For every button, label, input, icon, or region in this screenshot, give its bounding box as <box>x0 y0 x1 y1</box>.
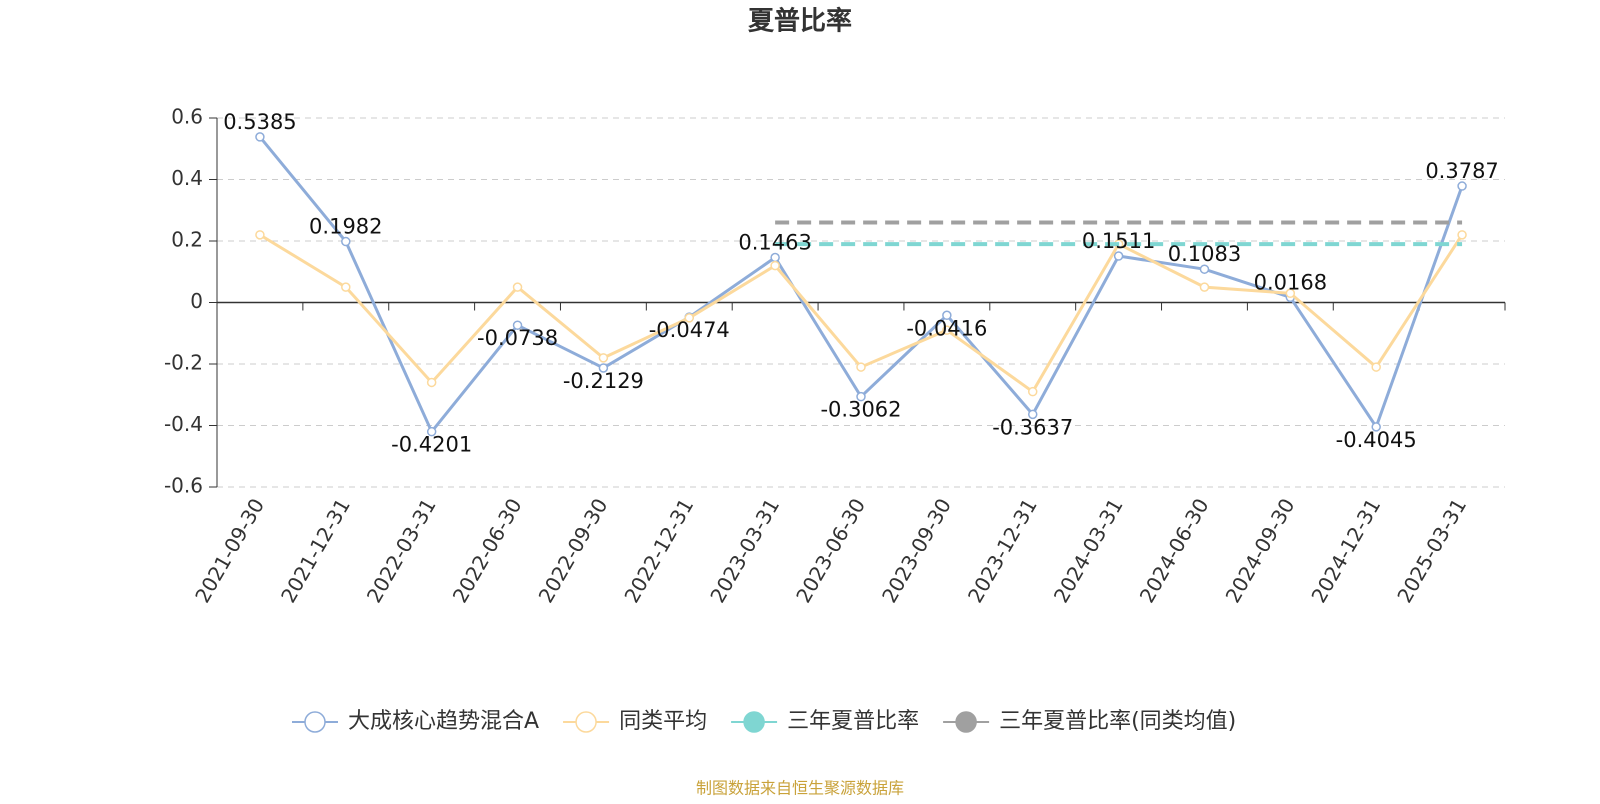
data-label: 0.1463 <box>738 231 811 255</box>
x-tick-label: 2023-03-31 <box>705 494 784 607</box>
data-label: -0.4045 <box>1336 428 1417 452</box>
point <box>341 282 351 292</box>
x-tick-label: 2025-03-31 <box>1392 494 1471 607</box>
y-tick-label: 0.2 <box>171 228 203 252</box>
point <box>1199 264 1210 274</box>
point <box>1457 181 1467 191</box>
data-label: 0.5385 <box>223 110 296 134</box>
point <box>1457 230 1467 240</box>
y-tick-label: 0.4 <box>171 166 203 190</box>
x-tick-label: 2022-03-31 <box>362 494 441 607</box>
y-tick-label: -0.4 <box>164 412 203 436</box>
x-tick-label: 2022-06-30 <box>448 494 527 607</box>
point <box>426 377 437 388</box>
point <box>1113 251 1124 261</box>
point <box>770 260 780 271</box>
point <box>1371 362 1381 372</box>
point <box>1285 288 1296 299</box>
legend-marker <box>743 711 765 733</box>
data-label: -0.3637 <box>992 415 1073 439</box>
x-tick-label: 2021-12-31 <box>276 494 355 607</box>
point <box>1199 282 1210 292</box>
legend-label: 三年夏普比率(同类均值) <box>999 709 1236 734</box>
x-tick-label: 2023-12-31 <box>963 494 1042 607</box>
data-label: -0.2129 <box>563 369 644 393</box>
x-tick-label: 2022-12-31 <box>619 494 698 607</box>
point <box>770 252 780 263</box>
point <box>341 236 351 247</box>
legend-item: 同类平均 <box>563 709 707 734</box>
point <box>598 353 609 363</box>
point <box>598 363 609 373</box>
data-label: 0.1982 <box>309 215 382 239</box>
legend-marker <box>955 711 977 733</box>
x-tick-label: 2022-09-30 <box>534 494 613 607</box>
legend-item: 三年夏普比率(同类均值) <box>943 709 1236 734</box>
point <box>856 391 866 402</box>
legend: 大成核心趋势混合A 同类平均 三年夏普比率 三年夏普比率(同类均值) <box>292 709 1236 734</box>
legend-label: 大成核心趋势混合A <box>348 709 539 734</box>
data-label: -0.0474 <box>649 318 730 342</box>
data-label: -0.0738 <box>477 326 558 350</box>
y-tick-label: -0.2 <box>164 351 203 375</box>
x-tick-label: 2024-03-31 <box>1049 494 1128 607</box>
legend-item: 大成核心趋势混合A <box>292 709 539 734</box>
point <box>255 132 265 142</box>
point <box>512 282 523 292</box>
data-label: -0.0416 <box>906 316 987 340</box>
point <box>1027 386 1038 397</box>
point <box>255 230 265 240</box>
x-tick-label: 2023-06-30 <box>791 494 870 607</box>
source-note: 制图数据来自恒生聚源数据库 <box>696 779 904 798</box>
data-label: 0.0168 <box>1254 270 1327 294</box>
y-tick-label: 0 <box>190 289 203 313</box>
data-label: 0.1511 <box>1082 229 1155 253</box>
legend-item: 三年夏普比率 <box>731 709 919 734</box>
legend-label: 三年夏普比率 <box>787 709 919 734</box>
legend-label: 同类平均 <box>619 709 707 734</box>
legend-marker <box>575 711 597 733</box>
chart-title: 夏普比率 <box>748 6 852 37</box>
point <box>856 362 866 372</box>
point <box>942 325 952 335</box>
data-label: 0.1083 <box>1168 242 1241 266</box>
x-tick-label: 2023-09-30 <box>877 494 956 607</box>
y-tick-label: -0.6 <box>164 474 203 498</box>
point <box>1371 422 1381 432</box>
y-tick-label: 0.6 <box>171 105 203 129</box>
x-tick-label: 2024-06-30 <box>1135 494 1214 607</box>
point <box>512 320 523 330</box>
point <box>684 313 695 323</box>
data-label: -0.3062 <box>820 398 901 422</box>
point <box>942 310 952 321</box>
x-tick-label: 2021-09-30 <box>190 494 269 607</box>
point <box>426 426 437 437</box>
x-tick-label: 2024-12-31 <box>1306 494 1385 607</box>
data-label: 0.3787 <box>1425 159 1498 183</box>
x-tick-label: 2024-09-30 <box>1221 494 1300 607</box>
legend-marker <box>304 711 326 733</box>
data-label: -0.4201 <box>391 433 472 457</box>
point <box>1027 409 1038 420</box>
